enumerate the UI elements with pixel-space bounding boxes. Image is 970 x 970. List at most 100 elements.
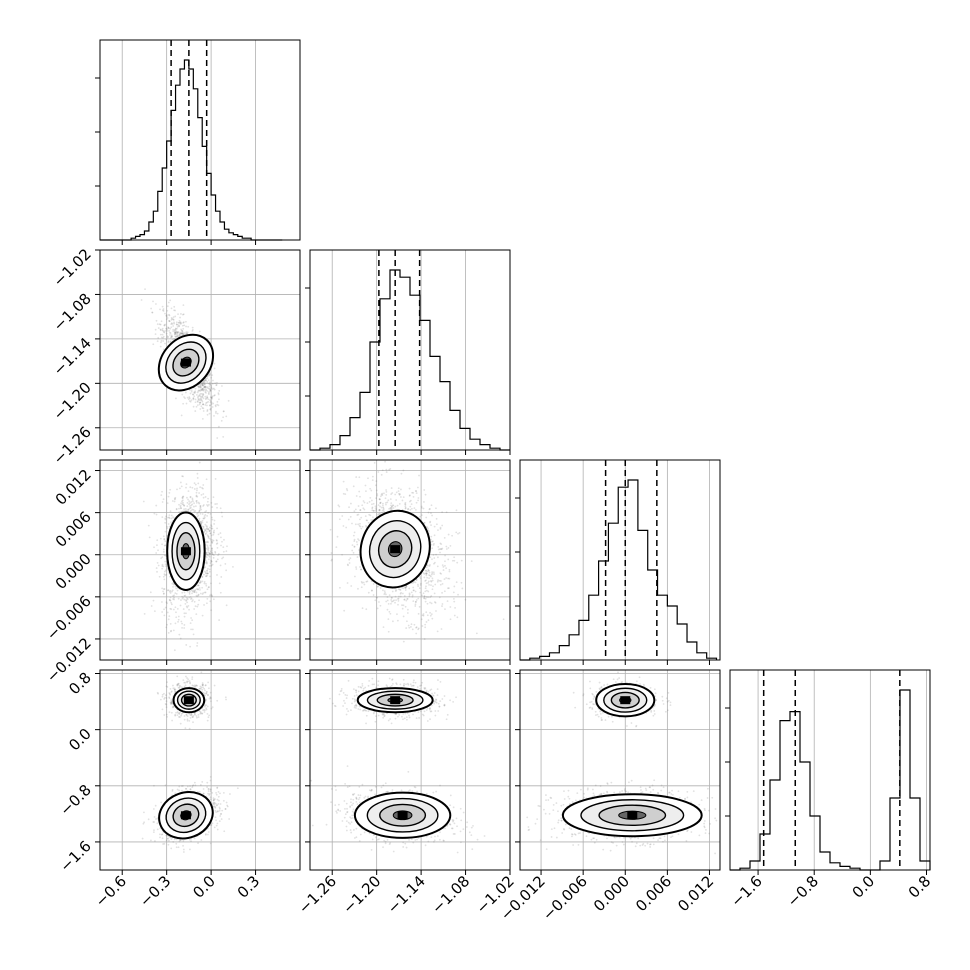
sample-point [210,403,213,405]
sample-point [166,305,169,308]
sample-point [208,374,211,377]
sample-point [183,508,186,511]
sample-point [176,607,179,610]
sample-point [215,543,218,545]
sample-point [156,561,159,564]
sample-point [441,564,444,567]
sample-point [414,509,417,511]
sample-point [197,390,200,393]
sample-point [213,394,216,397]
sample-point [206,553,208,556]
sample-point [206,602,208,605]
sample-point [201,486,203,489]
sample-point [168,525,171,528]
sample-point [441,605,443,607]
sample-point [360,516,363,519]
sample-point [193,685,196,688]
sample-point [172,318,175,321]
sample-point [174,328,177,331]
sample-point [164,540,167,543]
sample-point [218,398,220,401]
sample-point [423,501,425,503]
sample-point [160,557,163,560]
sample-point [169,630,172,633]
sample-point [184,397,186,400]
sample-point [162,588,165,590]
sample-point [392,507,395,509]
sample-point [461,587,464,590]
sample-point [196,495,199,498]
sample-point [163,714,166,716]
sample-point [448,587,450,590]
sample-point [208,385,211,388]
sample-point [177,321,180,324]
sample-point [198,386,201,388]
sample-point [195,588,198,590]
sample-point [206,410,209,413]
sample-point [430,524,432,526]
sample-point [188,591,191,594]
sample-point [156,323,159,326]
sample-point [189,714,192,716]
sample-point [176,684,178,687]
sample-point [163,570,166,573]
sample-point [370,499,373,502]
sample-point [191,326,194,329]
sample-point [195,684,198,687]
sample-point [222,410,225,413]
sample-point [199,512,202,515]
sample-point [205,388,208,391]
sample-point [181,324,184,327]
sample-point [200,671,203,674]
sample-point [206,554,209,556]
sample-point [451,534,453,537]
sample-point [182,608,185,610]
sample-point [207,694,209,697]
sample-point [431,558,433,561]
density-layer [141,671,239,853]
sample-point [390,600,393,603]
sample-point [170,608,173,611]
sample-point [191,503,194,506]
y-tick-label: 0.006 [52,508,95,551]
sample-point [390,487,393,489]
sample-point [200,522,202,525]
sample-point [430,584,432,586]
sample-point [199,580,202,583]
sample-point [208,388,211,391]
sample-point [347,518,350,521]
sample-point [362,500,365,502]
sample-point [169,299,172,302]
sample-point [199,685,202,688]
sample-point [202,484,205,486]
sample-point [201,388,203,391]
sample-point [415,626,418,629]
sample-point [176,714,179,717]
sample-point [162,340,165,342]
sample-point [168,320,171,323]
sample-point [203,386,206,388]
sample-point [184,332,187,335]
sample-point [181,626,183,629]
sample-point [172,608,175,611]
sample-point [428,569,430,572]
sample-point [207,400,210,403]
sample-point [156,340,159,343]
sample-point [222,416,224,419]
sample-point [183,598,186,601]
sample-point [199,392,202,395]
sample-point [190,628,192,631]
sample-point [185,320,187,323]
sample-point [181,597,184,600]
sample-point [174,688,177,691]
sample-point [214,550,217,553]
sample-point [397,597,400,600]
sample-point [345,488,348,490]
sample-point [164,330,167,332]
sample-point [189,486,192,489]
sample-point [210,396,213,399]
sample-point [166,328,168,330]
sample-point [176,683,179,686]
sample-point [441,603,444,605]
sample-point [171,590,173,593]
